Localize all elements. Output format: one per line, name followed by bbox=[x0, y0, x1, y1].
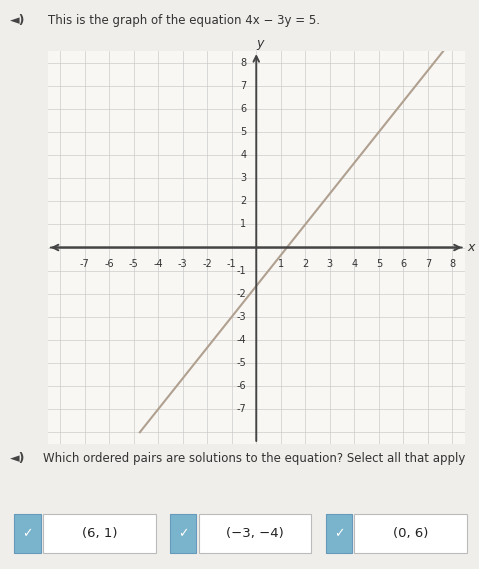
Text: -2: -2 bbox=[202, 259, 212, 269]
Text: -3: -3 bbox=[237, 312, 247, 322]
FancyBboxPatch shape bbox=[354, 514, 467, 552]
Text: -1: -1 bbox=[227, 259, 237, 269]
Text: -4: -4 bbox=[237, 335, 247, 345]
Text: (0, 6): (0, 6) bbox=[393, 527, 428, 540]
Text: Which ordered pairs are solutions to the equation? Select all that apply: Which ordered pairs are solutions to the… bbox=[43, 452, 466, 464]
Text: -3: -3 bbox=[178, 259, 188, 269]
Text: -7: -7 bbox=[80, 259, 90, 269]
Text: 5: 5 bbox=[376, 259, 382, 269]
FancyBboxPatch shape bbox=[199, 514, 311, 552]
Text: 4: 4 bbox=[240, 150, 247, 160]
Text: -2: -2 bbox=[237, 288, 247, 299]
Text: x: x bbox=[467, 241, 475, 254]
Text: ✓: ✓ bbox=[178, 527, 188, 540]
Text: -5: -5 bbox=[129, 259, 138, 269]
FancyBboxPatch shape bbox=[170, 514, 196, 552]
Text: -5: -5 bbox=[237, 358, 247, 368]
Text: 7: 7 bbox=[240, 81, 247, 91]
Text: -1: -1 bbox=[237, 266, 247, 275]
Text: ◄): ◄) bbox=[10, 452, 25, 464]
Text: 2: 2 bbox=[240, 196, 247, 207]
Text: 8: 8 bbox=[240, 58, 247, 68]
Text: 3: 3 bbox=[327, 259, 333, 269]
FancyBboxPatch shape bbox=[326, 514, 352, 552]
Text: This is the graph of the equation 4x − 3y = 5.: This is the graph of the equation 4x − 3… bbox=[48, 14, 320, 27]
Text: -7: -7 bbox=[237, 404, 247, 414]
Text: 7: 7 bbox=[425, 259, 431, 269]
Text: -6: -6 bbox=[104, 259, 114, 269]
FancyBboxPatch shape bbox=[14, 514, 41, 552]
FancyBboxPatch shape bbox=[43, 514, 156, 552]
Text: 3: 3 bbox=[240, 173, 247, 183]
Text: ✓: ✓ bbox=[334, 527, 344, 540]
Text: ✓: ✓ bbox=[23, 527, 33, 540]
Text: 6: 6 bbox=[240, 104, 247, 114]
Text: 5: 5 bbox=[240, 127, 247, 137]
Text: (−3, −4): (−3, −4) bbox=[226, 527, 284, 540]
Text: ◄): ◄) bbox=[10, 14, 25, 27]
Text: -4: -4 bbox=[153, 259, 163, 269]
Text: y: y bbox=[256, 37, 263, 50]
Text: (6, 1): (6, 1) bbox=[81, 527, 117, 540]
Text: 1: 1 bbox=[240, 220, 247, 229]
Text: 2: 2 bbox=[302, 259, 308, 269]
Text: -6: -6 bbox=[237, 381, 247, 391]
Text: 1: 1 bbox=[278, 259, 284, 269]
Text: 6: 6 bbox=[400, 259, 406, 269]
Text: 4: 4 bbox=[351, 259, 357, 269]
Text: 8: 8 bbox=[449, 259, 456, 269]
